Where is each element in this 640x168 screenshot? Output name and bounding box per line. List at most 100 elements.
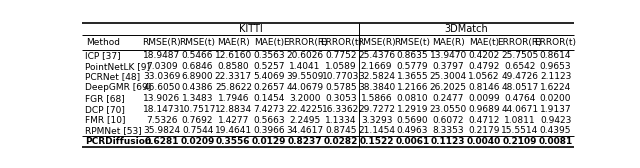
Text: 34.4617: 34.4617 bbox=[287, 126, 324, 135]
Text: 32.5824: 32.5824 bbox=[358, 72, 395, 81]
Text: 0.1123: 0.1123 bbox=[431, 137, 465, 146]
Text: 0.4386: 0.4386 bbox=[182, 83, 213, 92]
Text: 0.4792: 0.4792 bbox=[468, 62, 500, 71]
Text: MAE(R): MAE(R) bbox=[217, 38, 250, 47]
Text: 25.8622: 25.8622 bbox=[215, 83, 252, 92]
Text: 0.7752: 0.7752 bbox=[325, 51, 356, 60]
Text: 0.0061: 0.0061 bbox=[396, 137, 429, 146]
Text: DeepGMR [69]: DeepGMR [69] bbox=[85, 83, 151, 92]
Text: 0.6542: 0.6542 bbox=[504, 62, 536, 71]
Text: MAE(t): MAE(t) bbox=[254, 38, 284, 47]
Text: 0.0099: 0.0099 bbox=[468, 94, 500, 103]
Text: 0.0282: 0.0282 bbox=[324, 137, 358, 146]
Text: 1.1334: 1.1334 bbox=[325, 116, 356, 124]
Text: 29.7272: 29.7272 bbox=[358, 105, 395, 114]
Text: PCRNet [48]: PCRNet [48] bbox=[85, 72, 140, 81]
Text: 1.4041: 1.4041 bbox=[289, 62, 321, 71]
Text: 1.9137: 1.9137 bbox=[540, 105, 572, 114]
Text: 1.0589: 1.0589 bbox=[325, 62, 356, 71]
Text: 6.8900: 6.8900 bbox=[182, 72, 213, 81]
Text: 0.2477: 0.2477 bbox=[433, 94, 464, 103]
Text: 12.6160: 12.6160 bbox=[215, 51, 252, 60]
Text: 0.9689: 0.9689 bbox=[468, 105, 500, 114]
Text: ERROR(R): ERROR(R) bbox=[283, 38, 327, 47]
Text: 0.0209: 0.0209 bbox=[180, 137, 215, 146]
Text: 0.5779: 0.5779 bbox=[397, 62, 428, 71]
Text: 21.1454: 21.1454 bbox=[358, 126, 395, 135]
Text: 44.0679: 44.0679 bbox=[287, 83, 324, 92]
Text: 0.3053: 0.3053 bbox=[325, 94, 356, 103]
Text: 18.1473: 18.1473 bbox=[143, 105, 180, 114]
Text: 18.9487: 18.9487 bbox=[143, 51, 180, 60]
Text: 0.8146: 0.8146 bbox=[468, 83, 500, 92]
Text: 0.0040: 0.0040 bbox=[467, 137, 501, 146]
Text: 0.8237: 0.8237 bbox=[287, 137, 323, 146]
Text: 25.4376: 25.4376 bbox=[358, 51, 395, 60]
Text: 5.4069: 5.4069 bbox=[253, 72, 285, 81]
Text: 7.4273: 7.4273 bbox=[253, 105, 285, 114]
Text: 0.8614: 0.8614 bbox=[540, 51, 572, 60]
Text: KITTI: KITTI bbox=[239, 24, 263, 34]
Text: 1.7946: 1.7946 bbox=[218, 94, 249, 103]
Text: 3.3293: 3.3293 bbox=[361, 116, 392, 124]
Text: 0.4395: 0.4395 bbox=[540, 126, 572, 135]
Text: 0.4963: 0.4963 bbox=[397, 126, 428, 135]
Text: 2.1669: 2.1669 bbox=[361, 62, 392, 71]
Text: 0.2109: 0.2109 bbox=[502, 137, 537, 146]
Text: 0.4764: 0.4764 bbox=[504, 94, 536, 103]
Text: 0.6281: 0.6281 bbox=[145, 137, 179, 146]
Text: 46.6050: 46.6050 bbox=[143, 83, 180, 92]
Text: 1.4277: 1.4277 bbox=[218, 116, 249, 124]
Text: ICP [37]: ICP [37] bbox=[85, 51, 120, 60]
Text: 1.3655: 1.3655 bbox=[397, 72, 428, 81]
Text: 1.2166: 1.2166 bbox=[397, 83, 428, 92]
Text: 0.8635: 0.8635 bbox=[397, 51, 428, 60]
Text: 0.8580: 0.8580 bbox=[218, 62, 249, 71]
Text: 0.5257: 0.5257 bbox=[253, 62, 285, 71]
Text: 1.2919: 1.2919 bbox=[397, 105, 428, 114]
Text: 1.3483: 1.3483 bbox=[182, 94, 213, 103]
Text: MAE(t): MAE(t) bbox=[469, 38, 499, 47]
Text: 0.3556: 0.3556 bbox=[216, 137, 251, 146]
Text: 0.5690: 0.5690 bbox=[397, 116, 428, 124]
Text: 35.9824: 35.9824 bbox=[143, 126, 180, 135]
Text: 16.3362: 16.3362 bbox=[322, 105, 360, 114]
Text: 38.3840: 38.3840 bbox=[358, 83, 396, 92]
Text: 1.0562: 1.0562 bbox=[468, 72, 500, 81]
Text: 3.2000: 3.2000 bbox=[289, 94, 321, 103]
Text: RMSE(t): RMSE(t) bbox=[180, 38, 216, 47]
Text: 0.3563: 0.3563 bbox=[253, 51, 285, 60]
Text: ERROR(t): ERROR(t) bbox=[534, 38, 577, 47]
Text: 25.3004: 25.3004 bbox=[429, 72, 467, 81]
Text: 0.3797: 0.3797 bbox=[433, 62, 464, 71]
Text: ERROR(t): ERROR(t) bbox=[320, 38, 362, 47]
Text: 19.4641: 19.4641 bbox=[215, 126, 252, 135]
Text: 1.0811: 1.0811 bbox=[504, 116, 536, 124]
Text: 39.5509: 39.5509 bbox=[286, 72, 324, 81]
Text: Method: Method bbox=[86, 38, 120, 47]
Text: 1.6224: 1.6224 bbox=[540, 83, 572, 92]
Text: 0.0129: 0.0129 bbox=[252, 137, 287, 146]
Text: 15.5514: 15.5514 bbox=[501, 126, 538, 135]
Text: RMSE(t): RMSE(t) bbox=[394, 38, 430, 47]
Text: PointNetLK [9]: PointNetLK [9] bbox=[85, 62, 150, 71]
Text: 0.6846: 0.6846 bbox=[182, 62, 213, 71]
Text: 2.2495: 2.2495 bbox=[289, 116, 321, 124]
Text: 0.2179: 0.2179 bbox=[468, 126, 500, 135]
Text: 10.7517: 10.7517 bbox=[179, 105, 216, 114]
Text: 0.5466: 0.5466 bbox=[182, 51, 213, 60]
Text: 0.9423: 0.9423 bbox=[540, 116, 572, 124]
Text: FMR [10]: FMR [10] bbox=[85, 116, 125, 124]
Text: 1.5866: 1.5866 bbox=[361, 94, 392, 103]
Text: 44.0671: 44.0671 bbox=[501, 105, 538, 114]
Text: RPMNet [53]: RPMNet [53] bbox=[85, 126, 141, 135]
Text: 0.1522: 0.1522 bbox=[359, 137, 394, 146]
Text: 0.5663: 0.5663 bbox=[253, 116, 285, 124]
Text: 0.3966: 0.3966 bbox=[253, 126, 285, 135]
Text: 33.0369: 33.0369 bbox=[143, 72, 180, 81]
Text: 0.1454: 0.1454 bbox=[253, 94, 285, 103]
Text: 0.4712: 0.4712 bbox=[468, 116, 500, 124]
Text: RMSE(R): RMSE(R) bbox=[357, 38, 396, 47]
Text: MAE(R): MAE(R) bbox=[432, 38, 465, 47]
Text: 22.3317: 22.3317 bbox=[215, 72, 252, 81]
